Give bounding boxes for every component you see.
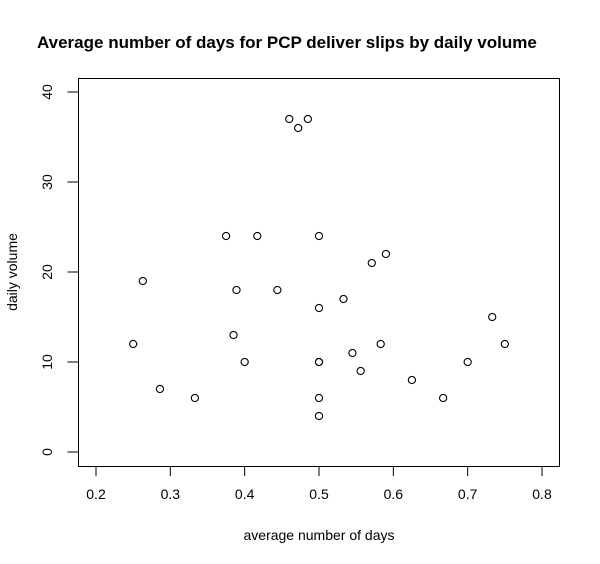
- data-point: [285, 114, 294, 124]
- data-point: [381, 249, 391, 259]
- data-point: [253, 231, 262, 241]
- data-point: [438, 393, 448, 403]
- data-point: [303, 114, 312, 124]
- data-point: [407, 375, 417, 385]
- data-point: [339, 294, 348, 304]
- data-point: [314, 393, 324, 403]
- x-tick-label: 0.3: [161, 486, 181, 502]
- data-point: [367, 258, 376, 268]
- y-axis: 0 10 20 30 40: [39, 84, 78, 456]
- x-tick-label: 0.6: [384, 486, 404, 502]
- data-point: [356, 366, 365, 376]
- data-point: [314, 357, 324, 367]
- data-point: [129, 339, 138, 349]
- data-point: [221, 231, 231, 241]
- x-tick-label: 0.8: [532, 486, 552, 502]
- data-point: [314, 303, 324, 313]
- data-point: [376, 339, 385, 349]
- data-point: [488, 312, 497, 322]
- y-tick-label: 10: [39, 354, 55, 370]
- data-point: [500, 339, 509, 349]
- data-point: [314, 411, 324, 421]
- x-tick-label: 0.2: [86, 486, 106, 502]
- data-point: [240, 357, 249, 367]
- y-axis-label: daily volume: [4, 233, 20, 311]
- chart-title: Average number of days for PCP deliver s…: [37, 33, 537, 52]
- data-points: [129, 114, 509, 421]
- y-tick-label: 0: [39, 448, 55, 456]
- x-axis: 0.2 0.3 0.4 0.5 0.6 0.7 0.8: [86, 466, 552, 502]
- plot-area: [78, 78, 560, 467]
- data-point: [348, 348, 357, 358]
- data-point: [232, 285, 241, 295]
- x-tick-label: 0.7: [458, 486, 478, 502]
- data-point: [229, 330, 238, 340]
- data-point: [138, 276, 147, 286]
- x-tick-label: 0.5: [309, 486, 329, 502]
- x-axis-label: average number of days: [244, 527, 395, 543]
- y-tick-label: 30: [39, 174, 55, 190]
- data-point: [463, 357, 472, 367]
- y-tick-label: 20: [39, 264, 55, 280]
- y-tick-label: 40: [39, 84, 55, 100]
- data-point: [273, 285, 282, 295]
- data-point: [155, 384, 165, 394]
- data-point: [190, 393, 200, 403]
- data-point: [294, 123, 303, 133]
- data-point: [314, 231, 324, 241]
- x-tick-label: 0.4: [235, 486, 255, 502]
